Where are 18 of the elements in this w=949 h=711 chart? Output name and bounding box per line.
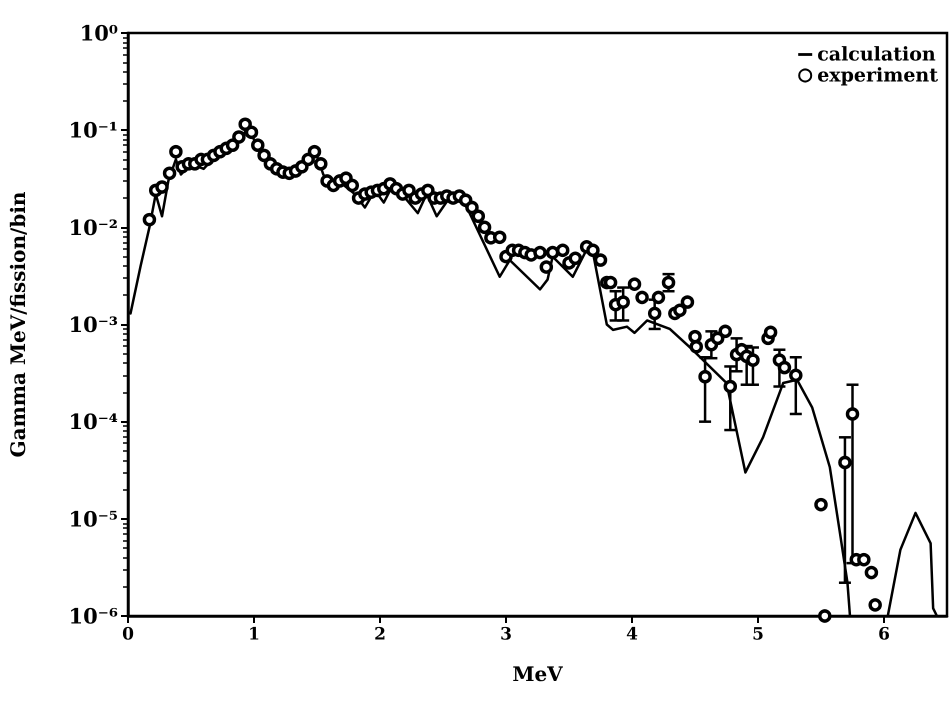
y-tick-label: 10⁻² <box>68 214 118 240</box>
x-tick-label: 3 <box>500 624 512 644</box>
y-tick-label: 10⁰ <box>80 20 118 46</box>
x-tick-label: 1 <box>248 624 260 644</box>
y-tick-label: 10⁻⁵ <box>68 506 118 532</box>
legend-label: calculation <box>817 44 936 66</box>
y-tick-label: 10⁻⁴ <box>68 409 118 434</box>
x-tick-label: 2 <box>374 624 386 644</box>
y-tick-label: 10⁻³ <box>68 312 118 337</box>
x-tick-label: 6 <box>878 624 890 644</box>
y-axis-title: Gamma MeV/fission/bin <box>6 191 30 458</box>
x-tick-label: 4 <box>626 624 638 644</box>
y-tick-label: 10⁻⁶ <box>68 604 118 628</box>
x-axis-title: MeV <box>512 662 564 686</box>
y-tick-label: 10⁻¹ <box>68 118 118 143</box>
x-tick-label: 0 <box>122 624 134 644</box>
x-tick-label: 5 <box>752 624 764 644</box>
legend-label: experiment <box>817 64 938 86</box>
